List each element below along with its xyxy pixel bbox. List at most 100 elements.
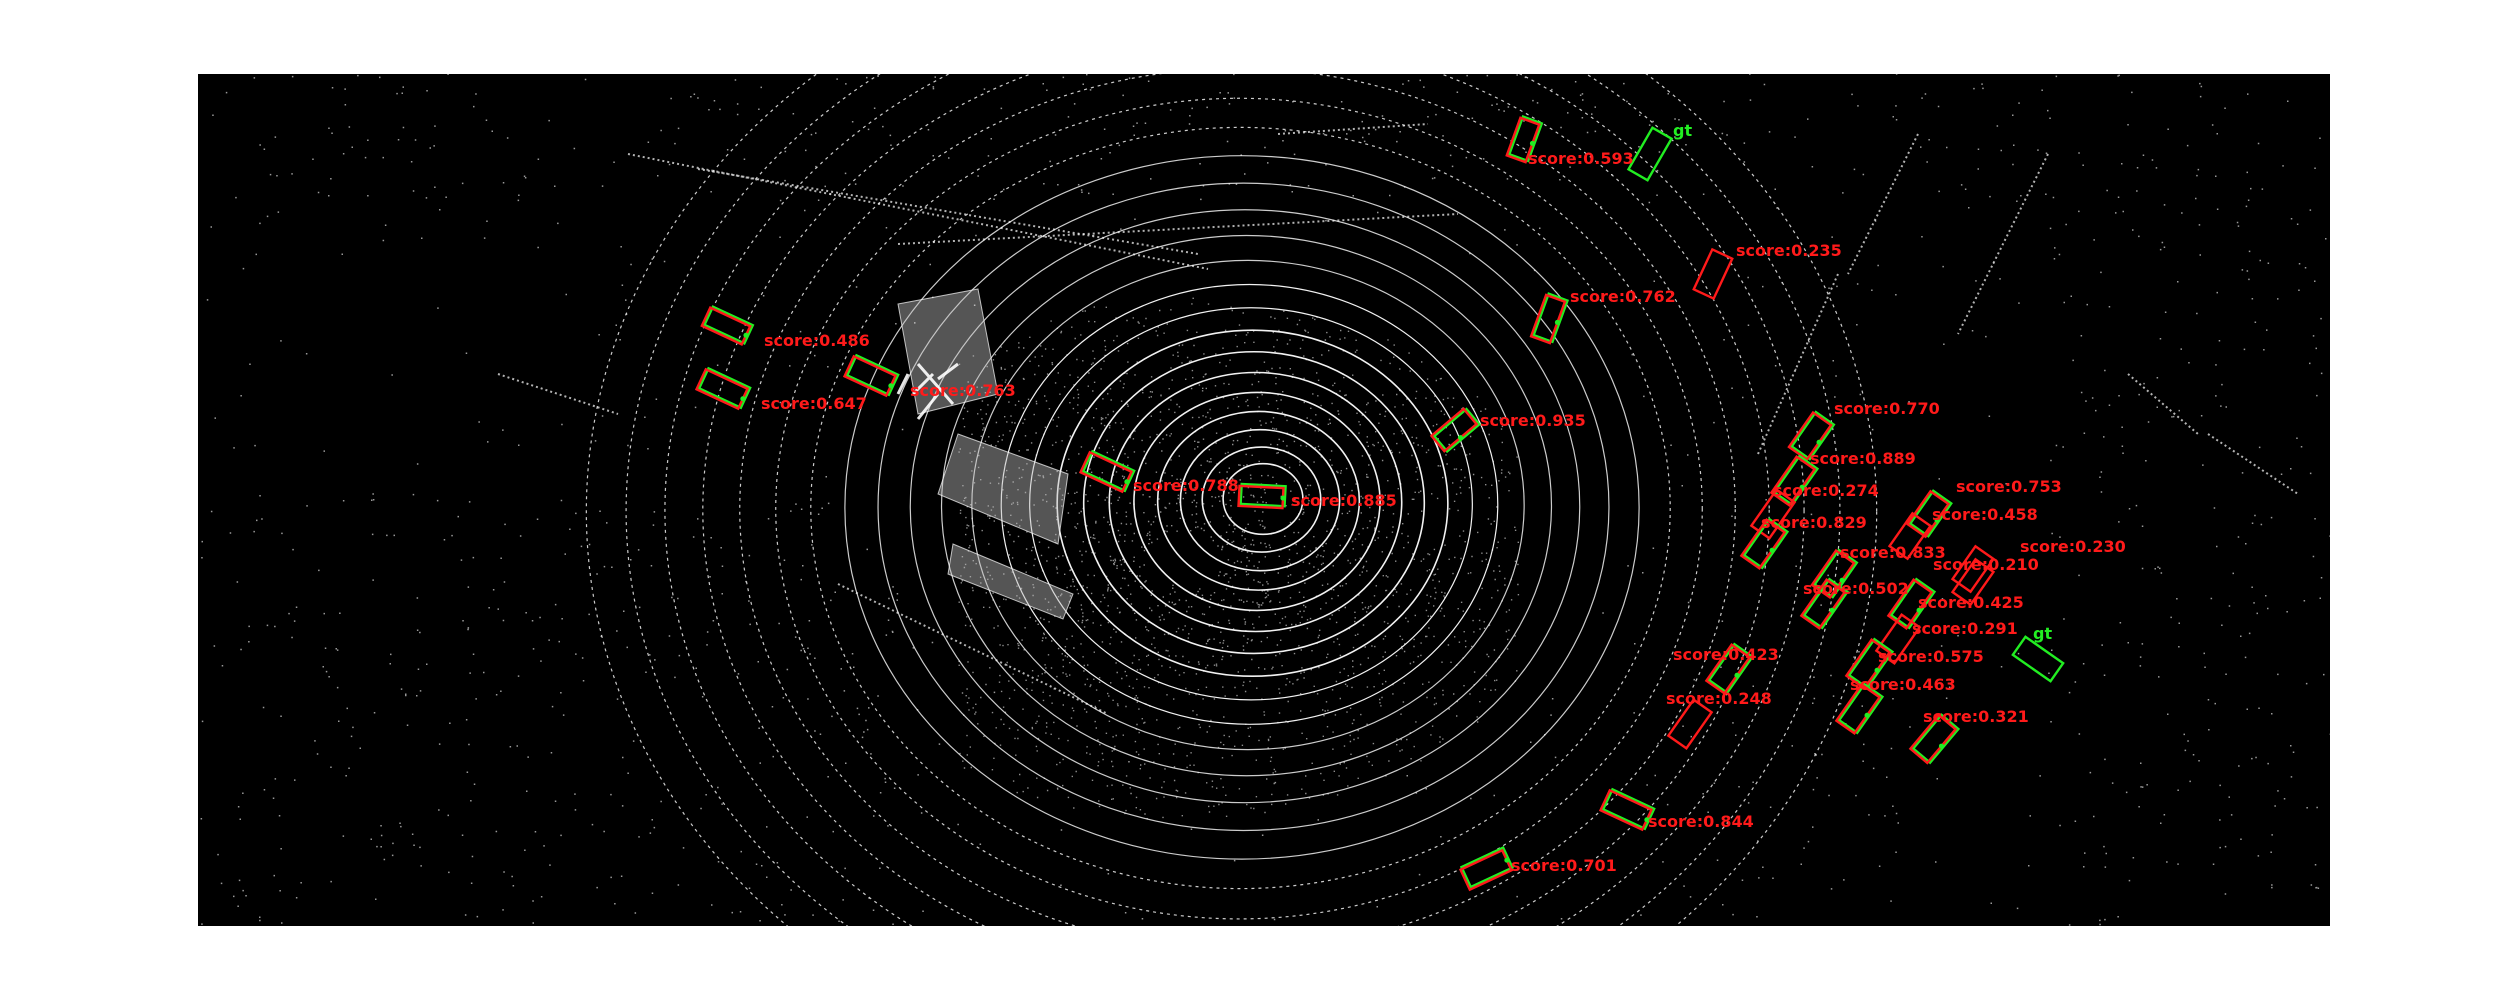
point-cloud (200, 74, 2330, 926)
score-label: score:0.210 (1933, 555, 2039, 574)
score-label: score:0.885 (1291, 491, 1397, 510)
scan-ring (702, 74, 1770, 926)
score-label: score:0.486 (764, 331, 870, 350)
gt-heading-mark (1280, 495, 1286, 501)
scan-ring (775, 97, 1703, 920)
gt-heading-mark (1938, 743, 1944, 749)
gt-only-box (2011, 635, 2065, 683)
gt-heading-mark (1829, 607, 1835, 613)
score-label: score:0.593 (1528, 149, 1634, 168)
gt-box (1790, 410, 1836, 461)
score-label: score:0.788 (1133, 476, 1239, 495)
lidar-view: score:0.593 score:0.235 score:0.762 score:0… (198, 74, 2330, 926)
score-label: score:0.935 (1480, 411, 1586, 430)
curb-points (897, 213, 1459, 245)
score-label: score:0.701 (1511, 856, 1617, 875)
gt-box (1889, 577, 1937, 630)
score-label: score:0.575 (1878, 647, 1984, 666)
scan-ring (877, 182, 1610, 832)
gt-box (845, 353, 900, 397)
gt-box (1847, 637, 1895, 690)
gt-heading-mark (1554, 319, 1560, 325)
gt-box (1772, 454, 1820, 507)
gt-heading-mark (1799, 484, 1805, 490)
score-label: score:0.423 (1673, 645, 1779, 664)
gt-box (1532, 292, 1570, 344)
structure-points (947, 543, 1074, 620)
gt-heading-mark (1816, 439, 1822, 445)
curb-points (1277, 123, 1429, 135)
gt-box (1707, 642, 1755, 695)
score-label: score:0.647 (761, 394, 867, 413)
score-label: score:0.763 (910, 381, 1016, 400)
score-label: score:0.833 (1840, 543, 1946, 562)
gt-heading-mark (740, 396, 746, 402)
score-label: score:0.829 (1761, 513, 1867, 532)
scan-ring (1222, 462, 1304, 536)
prediction-box (1950, 544, 1996, 594)
gt-box (1601, 787, 1656, 831)
gt-box (1239, 482, 1287, 508)
curb-points (1847, 133, 1919, 275)
gt-box (1459, 846, 1515, 889)
gt-box (1507, 115, 1544, 163)
gt-box (702, 305, 755, 345)
gt-heading-mark (1769, 547, 1775, 553)
gt-heading-mark (1839, 577, 1845, 583)
scan-ring (1179, 428, 1341, 572)
curb-points (2207, 433, 2299, 495)
clutter-points (200, 74, 2330, 926)
scan-ring (664, 74, 1805, 926)
scan-ring (1000, 283, 1499, 725)
score-label: score:0.274 (1773, 481, 1879, 500)
score-label: score:0.502 (1803, 579, 1909, 598)
gt-heading-mark (888, 383, 894, 389)
gt-heading-mark (743, 332, 749, 338)
score-label: score:0.230 (2020, 537, 2126, 556)
gt-heading-mark (1934, 517, 1940, 523)
gt-box (1911, 713, 1961, 765)
scan-ring (1056, 329, 1449, 678)
point-cloud-scene: score:0.593 score:0.235 score:0.762 score:0… (200, 74, 2330, 926)
gt-heading-mark (1529, 140, 1535, 146)
curb-points (1757, 273, 1839, 455)
scan-ring (909, 209, 1581, 804)
detection-labels: score:0.593 score:0.235 score:0.762 score:0… (761, 121, 2126, 875)
gt-label: gt (2033, 624, 2052, 643)
score-label: score:0.425 (1918, 593, 2024, 612)
prediction-box (1950, 557, 1996, 607)
score-label: score:0.762 (1570, 287, 1676, 306)
scan-ring (810, 126, 1671, 890)
scan-ring (971, 259, 1525, 751)
score-label: score:0.291 (1912, 619, 2018, 638)
prediction-box (1887, 511, 1933, 561)
scan-ring (1082, 350, 1426, 655)
scan-ring (585, 74, 1878, 926)
gt-heading-mark (1916, 607, 1922, 613)
curb-points (2127, 373, 2199, 435)
gt-box (1837, 682, 1885, 735)
scan-ring (1133, 391, 1381, 612)
gt-box (1802, 577, 1850, 630)
ground-points (958, 297, 1520, 820)
gt-heading-mark (1457, 435, 1463, 441)
gt-box (1081, 449, 1136, 493)
score-label: score:0.463 (1850, 675, 1956, 694)
detection-boxes (694, 115, 2065, 892)
gt-heading-mark (1864, 712, 1870, 718)
tree-points (896, 362, 959, 420)
curb-points (1957, 153, 2049, 335)
scan-ring (1201, 446, 1322, 553)
curb-points (497, 373, 619, 415)
prediction-box (1692, 247, 1734, 301)
score-label: score:0.889 (1810, 449, 1916, 468)
scan-ring (1029, 307, 1473, 701)
score-label: score:0.770 (1834, 399, 1940, 418)
scan-ring (625, 74, 1841, 926)
gt-heading-mark (1734, 672, 1740, 678)
score-label: score:0.844 (1648, 812, 1754, 831)
score-label: score:0.235 (1736, 241, 1842, 260)
structure-points (937, 433, 1069, 545)
scan-ring (940, 234, 1553, 777)
gt-box (1908, 489, 1953, 538)
